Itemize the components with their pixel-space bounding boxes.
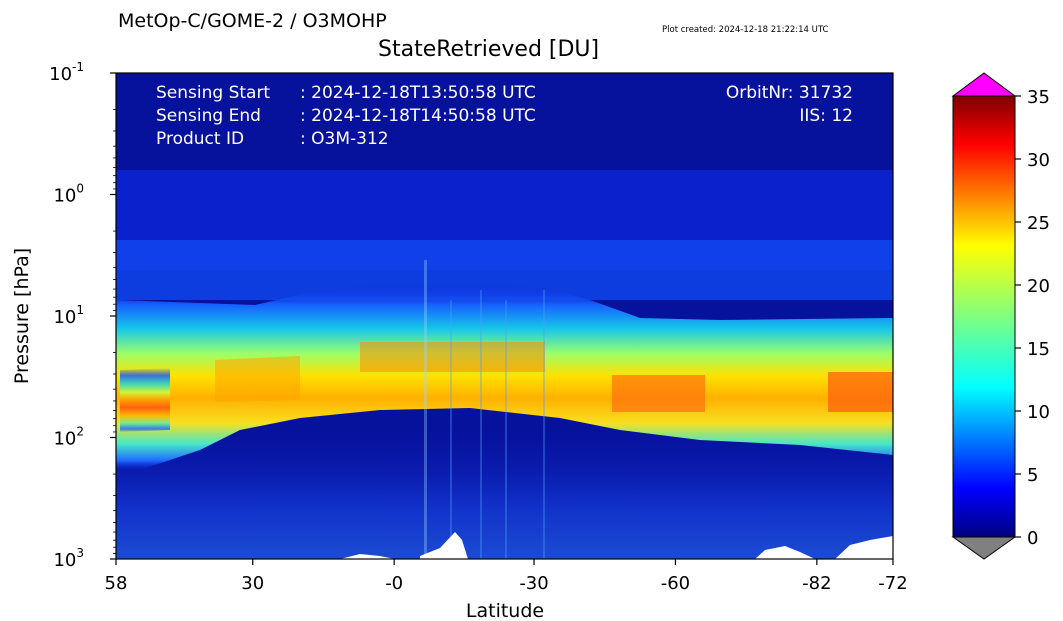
- colorbar-tick-label: 35: [1027, 87, 1050, 108]
- y-axis-label: Pressure [hPa]: [11, 248, 33, 384]
- colorbar-tick-label: 30: [1027, 150, 1050, 171]
- x-tick-label: 30: [241, 573, 264, 594]
- plot-created-timestamp: Plot created: 2024-12-18 21:22:14 UTC: [662, 25, 829, 35]
- colorbar-tick-label: 20: [1027, 276, 1050, 297]
- colorbar-tick-label: 10: [1027, 402, 1050, 423]
- ozone-max-midlat: [215, 356, 300, 402]
- y-tick-label: 101: [53, 303, 84, 328]
- x-tick-label: -82: [802, 573, 831, 594]
- x-tick-label: 58: [105, 573, 128, 594]
- colorbar: 0 5 10 15 20 25 30 35: [951, 72, 1050, 560]
- colorbar-gradient: [952, 95, 1016, 538]
- header-title: MetOp-C/GOME-2 / O3MOHP: [118, 10, 387, 32]
- ozone-max-north: [120, 368, 170, 432]
- sensing-start-value: : 2024-12-18T13:50:58 UTC: [300, 83, 536, 103]
- ozone-max-tropics: [360, 342, 545, 372]
- missing-data-region: [340, 554, 395, 559]
- x-tick-label: -72: [878, 573, 907, 594]
- x-tick-label: -60: [661, 573, 690, 594]
- heatmap-lower-gradient: [116, 430, 893, 559]
- colorbar-ticks: 0 5 10 15 20 25 30 35: [1015, 87, 1050, 549]
- x-tick-label: -0: [385, 573, 403, 594]
- y-tick-label: 103: [53, 546, 84, 571]
- product-id-label: Product ID: [156, 129, 244, 149]
- colorbar-extend-under: [951, 536, 1017, 560]
- x-axis-label: Latitude: [466, 600, 544, 621]
- heatmap-field: [116, 73, 893, 559]
- info-block: Sensing Start : 2024-12-18T13:50:58 UTC …: [156, 83, 853, 149]
- missing-data-region: [835, 536, 893, 559]
- y-axis: 10-1 100 101 102 103: [49, 60, 116, 571]
- orbit-number: OrbitNr: 31732: [726, 83, 853, 103]
- sensing-end-label: Sensing End: [156, 106, 261, 126]
- x-axis: 58 30 -0 -30 -60 -82 -72: [105, 559, 908, 594]
- y-tick-label: 100: [53, 182, 84, 207]
- y-tick-label: 10-1: [49, 60, 84, 85]
- colorbar-tick-label: 0: [1027, 528, 1038, 549]
- heatmap-striations: [424, 260, 545, 559]
- colorbar-extend-over: [951, 72, 1017, 97]
- missing-data-region: [755, 546, 815, 559]
- colorbar-tick-label: 15: [1027, 339, 1050, 360]
- chart-title: StateRetrieved [DU]: [378, 37, 600, 62]
- missing-data-region: [420, 532, 468, 559]
- iis-number: IIS: 12: [799, 106, 853, 126]
- ozone-max-polar: [828, 372, 893, 412]
- colorbar-tick-label: 5: [1027, 465, 1038, 486]
- ozone-band: [116, 282, 893, 470]
- sensing-end-value: : 2024-12-18T14:50:58 UTC: [300, 106, 536, 126]
- y-tick-label: 102: [53, 425, 84, 450]
- ozone-max-south: [612, 375, 705, 412]
- sensing-start-label: Sensing Start: [156, 83, 270, 103]
- x-tick-label: -30: [519, 573, 548, 594]
- colorbar-tick-label: 25: [1027, 213, 1050, 234]
- product-id-value: : O3M-312: [300, 129, 389, 149]
